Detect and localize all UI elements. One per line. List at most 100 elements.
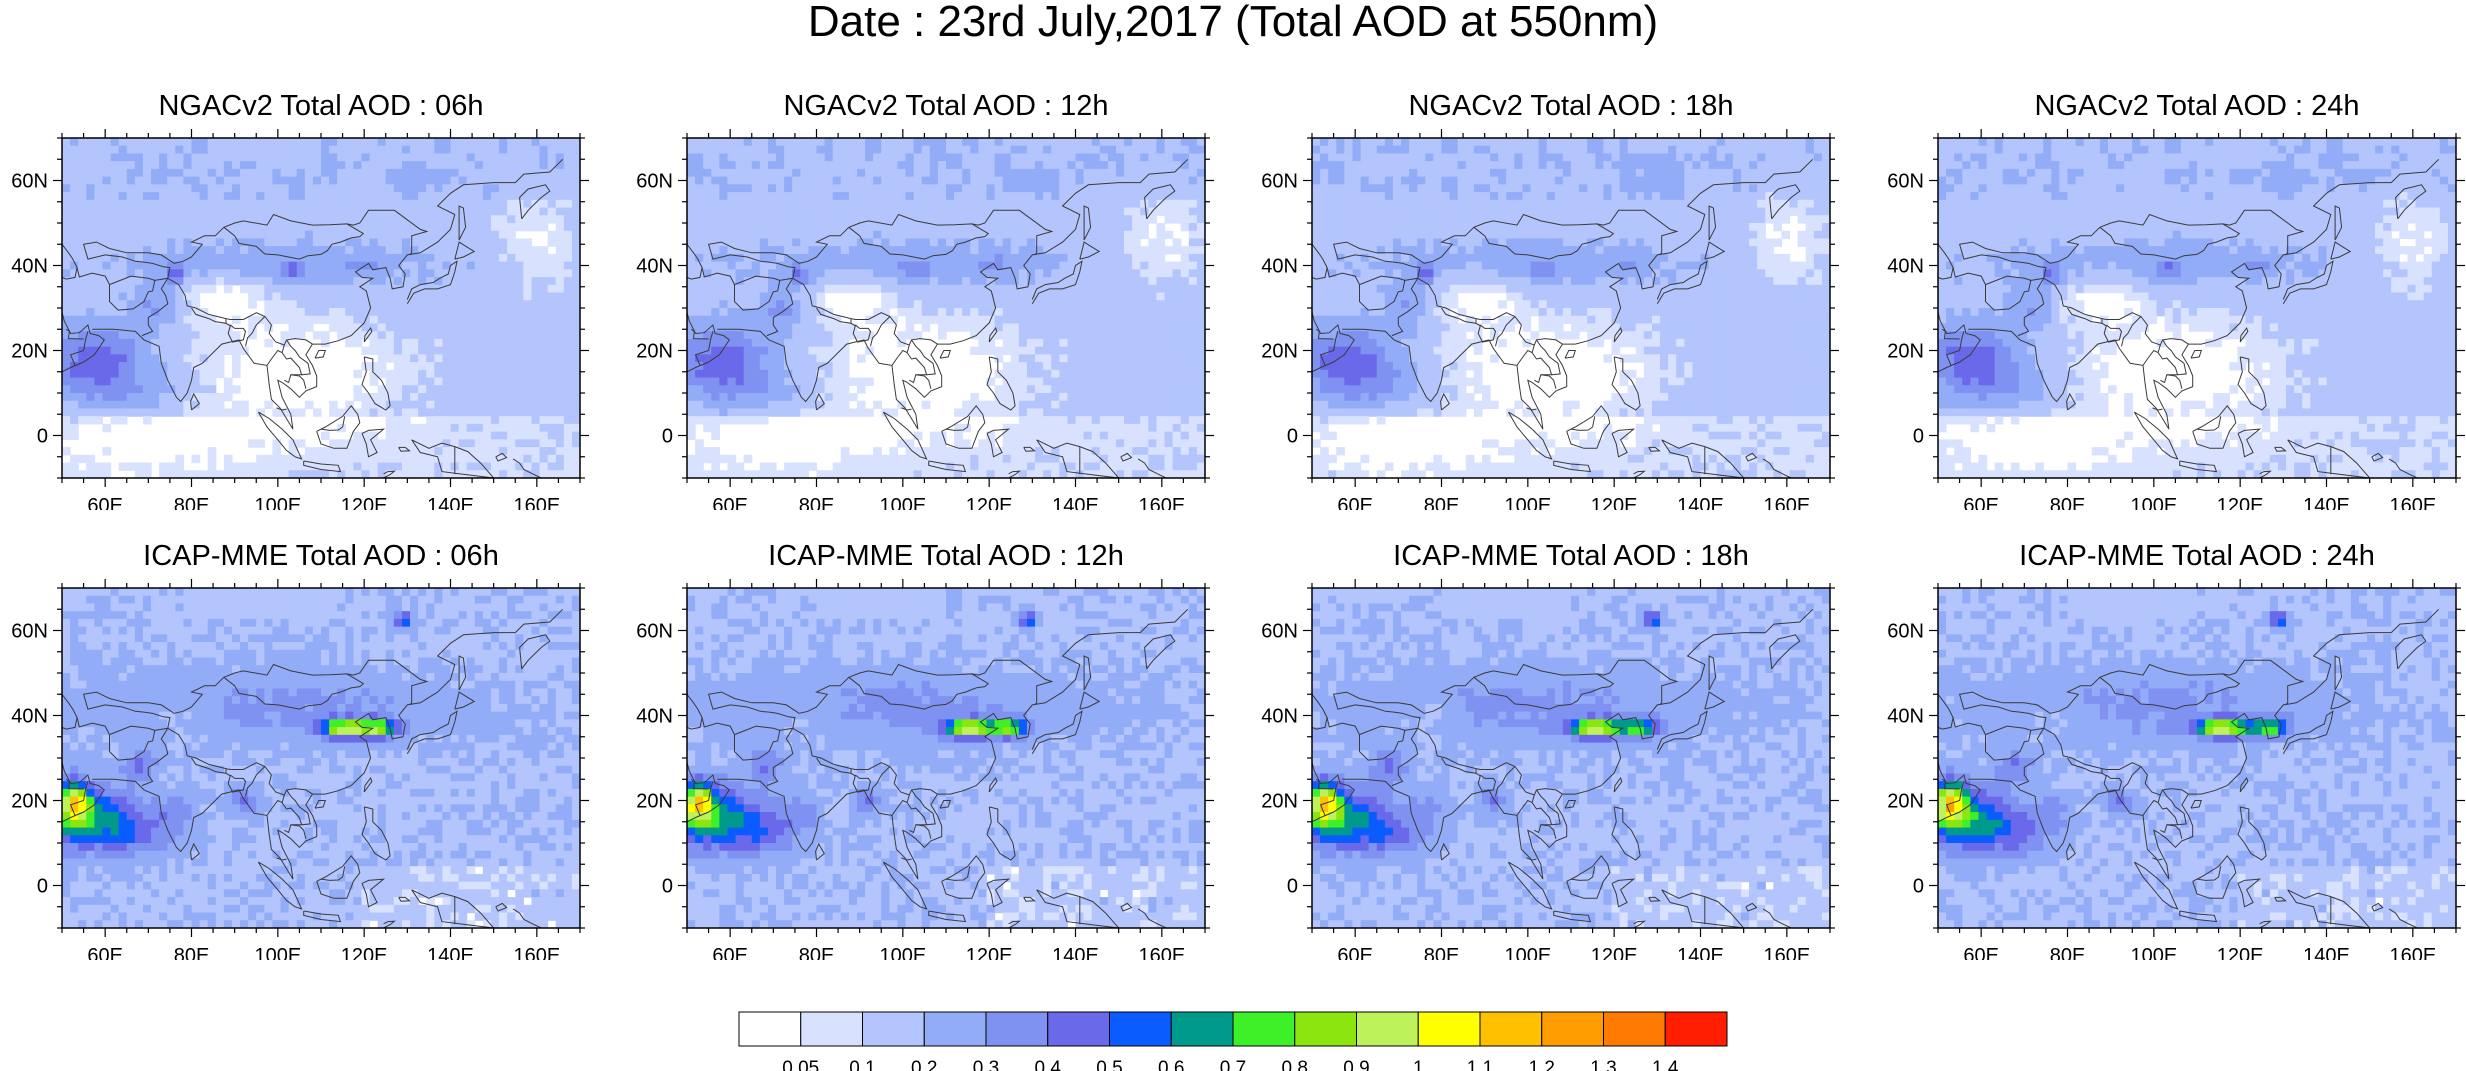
- colorbar-label: 0.3: [973, 1058, 999, 1071]
- aod-map: 60E 80E 100E 120E 140E 160E 0 20N 40N 60N: [1261, 579, 1839, 960]
- lon-tick-label: 60E: [712, 945, 748, 960]
- lat-tick-label: 20N: [1261, 341, 1298, 363]
- lat-tick-label: 40N: [636, 256, 673, 278]
- lon-tick-label: 160E: [1763, 495, 1810, 510]
- panel-title: ICAP-MME Total AOD : 18h: [1312, 540, 1830, 572]
- aod-field: [1938, 588, 2456, 928]
- axis-ticks: [678, 579, 1214, 937]
- lon-tick-label: 60E: [1337, 945, 1373, 960]
- axis-ticks: [1303, 579, 1839, 937]
- axis-ticks: [53, 129, 589, 487]
- colorbar-label: 1.2: [1529, 1058, 1555, 1071]
- lat-tick-label: 60N: [1261, 171, 1298, 193]
- lon-tick-label: 120E: [1591, 495, 1638, 510]
- lon-tick-label: 160E: [1138, 945, 1185, 960]
- aod-field: [687, 138, 1205, 478]
- lon-tick-label: 80E: [799, 495, 835, 510]
- colorbar-label: 0.8: [1282, 1058, 1308, 1071]
- colorbar-swatch: [800, 1011, 863, 1047]
- map-panel: NGACv2 Total AOD : 18h 60E 80E 100E 120E 140E…: [1250, 90, 1839, 510]
- lon-tick-label: 80E: [799, 945, 835, 960]
- coastlines: [62, 608, 564, 928]
- map-panel: ICAP-MME Total AOD : 24h 60E 80E 100E 120E 14…: [1876, 540, 2465, 960]
- lat-tick-label: 20N: [1887, 791, 1924, 813]
- lon-tick-label: 140E: [427, 495, 474, 510]
- lat-tick-label: 60N: [636, 621, 673, 643]
- panel-title: NGACv2 Total AOD : 06h: [62, 90, 580, 122]
- aod-field: [62, 588, 580, 928]
- panel-title: ICAP-MME Total AOD : 06h: [62, 540, 580, 572]
- coastlines: [1938, 158, 2440, 478]
- lon-tick-label: 100E: [879, 495, 926, 510]
- lat-tick-label: 40N: [1887, 256, 1924, 278]
- lon-tick-label: 100E: [879, 945, 926, 960]
- lat-tick-label: 40N: [11, 706, 48, 728]
- lat-tick-label: 0: [1913, 426, 1924, 448]
- lon-tick-label: 140E: [1052, 945, 1099, 960]
- aod-field: [1938, 138, 2456, 478]
- lat-tick-label: 0: [662, 426, 673, 448]
- aod-map: 60E 80E 100E 120E 140E 160E 0 20N 40N 60N: [636, 579, 1214, 960]
- lon-tick-label: 120E: [966, 495, 1013, 510]
- aod-field: [1312, 138, 1830, 478]
- panel-title: NGACv2 Total AOD : 12h: [687, 90, 1205, 122]
- map-panel: NGACv2 Total AOD : 24h 60E 80E 100E 120E 140E…: [1876, 90, 2465, 510]
- aod-field: [62, 138, 580, 478]
- lon-tick-label: 140E: [1052, 495, 1099, 510]
- lon-tick-label: 60E: [87, 945, 123, 960]
- lon-tick-label: 120E: [2217, 495, 2264, 510]
- axis-ticks: [1929, 579, 2465, 937]
- colorbar-swatch: [985, 1011, 1049, 1047]
- lat-tick-label: 60N: [11, 171, 48, 193]
- panel-title: ICAP-MME Total AOD : 24h: [1938, 540, 2456, 572]
- lat-tick-label: 0: [1287, 426, 1298, 448]
- panel-title: NGACv2 Total AOD : 18h: [1312, 90, 1830, 122]
- lon-tick-label: 80E: [2050, 945, 2086, 960]
- colorbar-label: 0.4: [1035, 1058, 1062, 1071]
- map-panel: ICAP-MME Total AOD : 18h 60E 80E 100E 120E 14…: [1250, 540, 1839, 960]
- colorbar-label: 1: [1413, 1058, 1424, 1071]
- colorbar-label: 1.1: [1467, 1058, 1493, 1071]
- axis-ticks: [1929, 129, 2465, 487]
- map-panel: ICAP-MME Total AOD : 06h 60E 80E 100E 120E 14…: [0, 540, 589, 960]
- colorbar-swatch: [1170, 1011, 1234, 1047]
- panel-title: ICAP-MME Total AOD : 12h: [687, 540, 1205, 572]
- aod-map: 60E 80E 100E 120E 140E 160E 0 20N 40N 60N: [1887, 129, 2465, 510]
- lon-tick-label: 80E: [1424, 945, 1460, 960]
- colorbar-swatch: [1232, 1011, 1296, 1047]
- lon-tick-label: 80E: [1424, 495, 1460, 510]
- lat-tick-label: 40N: [1261, 706, 1298, 728]
- aod-field: [687, 588, 1205, 928]
- colorbar-swatch: [1047, 1011, 1110, 1047]
- lon-tick-label: 100E: [1504, 495, 1551, 510]
- aod-map: 60E 80E 100E 120E 140E 160E 0 20N 40N 60N: [11, 129, 589, 510]
- lon-tick-label: 140E: [2303, 495, 2350, 510]
- lat-tick-label: 0: [1913, 876, 1924, 898]
- lon-tick-label: 60E: [1337, 495, 1373, 510]
- coastlines: [62, 158, 564, 478]
- lon-tick-label: 100E: [2130, 495, 2177, 510]
- lat-tick-label: 0: [1287, 876, 1298, 898]
- lat-tick-label: 20N: [1261, 791, 1298, 813]
- colorbar-label: 0.1: [849, 1058, 875, 1071]
- lat-tick-label: 20N: [636, 791, 673, 813]
- lon-tick-label: 140E: [427, 945, 474, 960]
- colorbar-label: 0.7: [1220, 1058, 1246, 1071]
- lon-tick-label: 160E: [1763, 945, 1810, 960]
- colorbar-swatch: [923, 1011, 987, 1047]
- lon-tick-label: 160E: [513, 945, 560, 960]
- main-title: Date : 23rd July,2017 (Total AOD at 550n…: [0, 0, 2466, 44]
- lon-tick-label: 140E: [2303, 945, 2350, 960]
- lon-tick-label: 160E: [2389, 945, 2436, 960]
- colorbar-label: 0.6: [1158, 1058, 1184, 1071]
- lat-tick-label: 20N: [11, 341, 48, 363]
- lon-tick-label: 60E: [1963, 495, 1999, 510]
- colorbar-swatch: [862, 1011, 925, 1047]
- lon-tick-label: 120E: [2217, 945, 2264, 960]
- axis-ticks: [1303, 129, 1839, 487]
- coastlines: [687, 608, 1189, 928]
- lon-tick-label: 60E: [1963, 945, 1999, 960]
- lon-tick-label: 100E: [2130, 945, 2177, 960]
- colorbar-swatch: [1603, 1011, 1666, 1047]
- lat-tick-label: 60N: [11, 621, 48, 643]
